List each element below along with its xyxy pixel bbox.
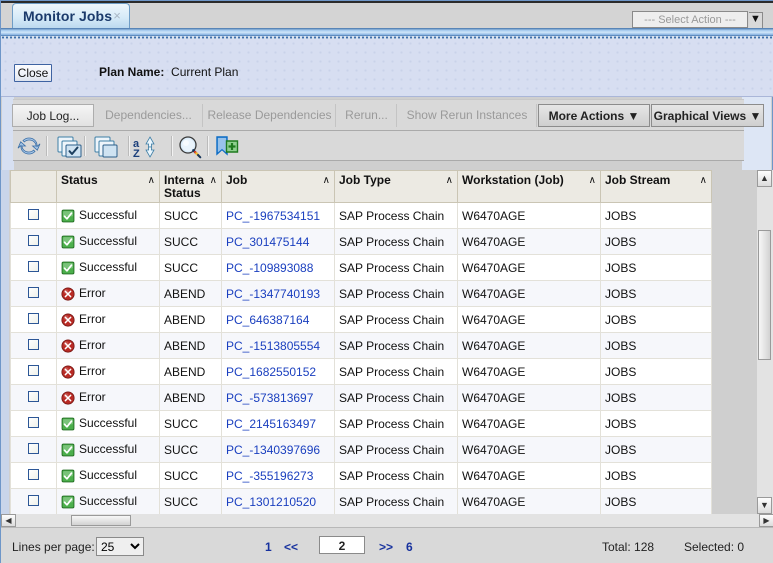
svg-text:Z: Z (133, 148, 140, 159)
